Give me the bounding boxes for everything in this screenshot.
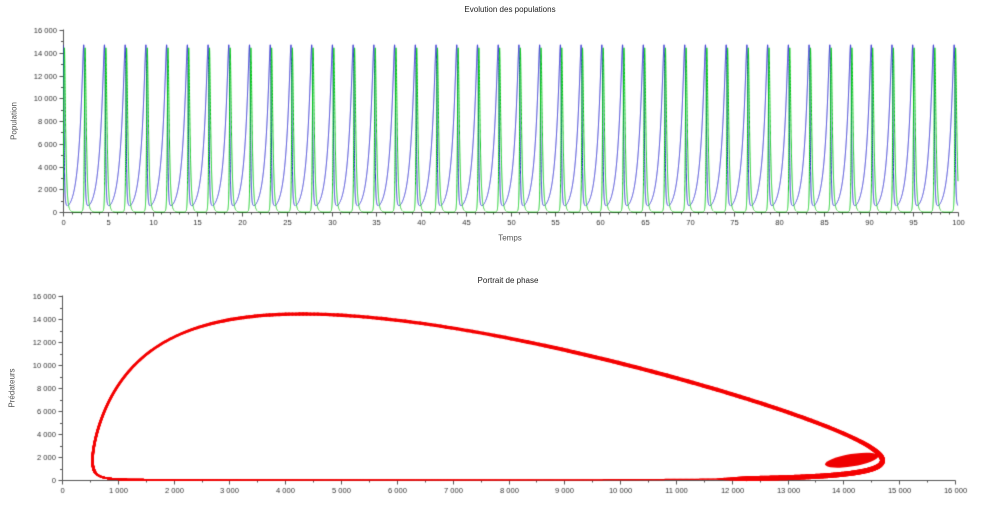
evolution-chart-title: Evolution des populations [464,5,556,14]
temps-axis-label: Temps [498,233,522,243]
predateurs-axis-label: Prédateurs [7,368,17,408]
phase-chart-title: Portrait de phase [477,276,539,285]
population-axis-label: Population [9,102,19,140]
